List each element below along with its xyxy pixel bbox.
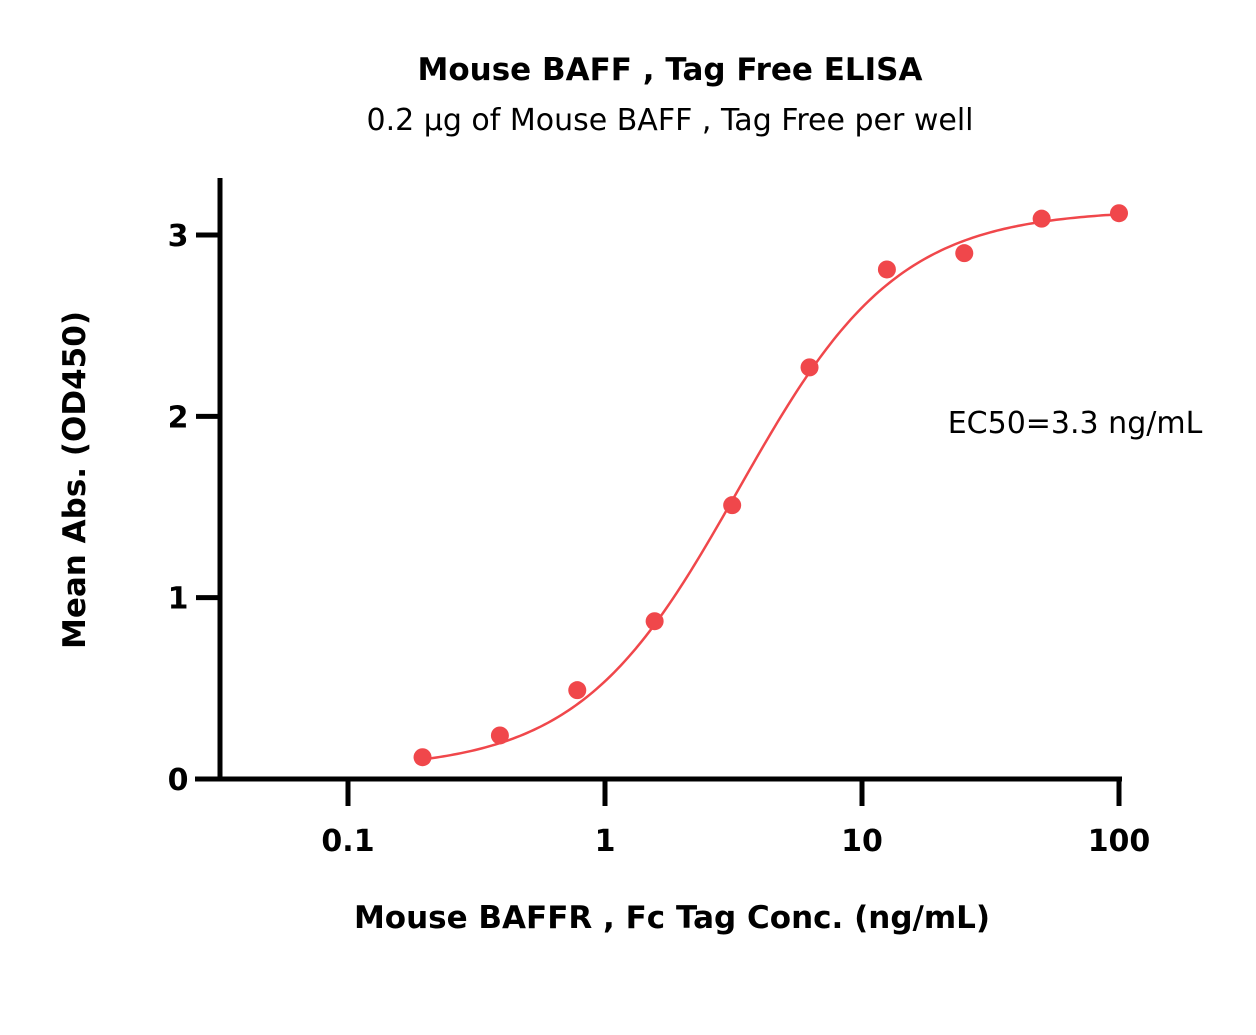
chart-title: Mouse BAFF , Tag Free ELISA — [418, 52, 923, 88]
axes — [195, 178, 1122, 782]
data-point — [723, 496, 742, 515]
x-tick-label: 0.1 — [321, 824, 374, 859]
data-point — [490, 726, 509, 745]
data-point — [1110, 204, 1128, 223]
chart-subtitle: 0.2 µg of Mouse BAFF , Tag Free per well — [366, 103, 973, 138]
data-point — [955, 244, 974, 263]
y-tick-label: 0 — [168, 763, 189, 798]
data-point — [800, 358, 819, 377]
data-point — [413, 748, 432, 767]
y-tick-label: 3 — [168, 219, 189, 254]
x-tick-label: 1 — [595, 824, 616, 859]
ec50-annotation: EC50=3.3 ng/mL — [948, 406, 1203, 441]
x-axis-label: Mouse BAFFR , Fc Tag Conc. (ng/mL) — [354, 900, 990, 936]
y-tick-label: 1 — [168, 582, 189, 617]
y-tick-label: 2 — [168, 400, 189, 435]
data-point — [568, 681, 587, 700]
y-axis-label: Mean Abs. (OD450) — [57, 311, 93, 649]
x-tick-label: 10 — [841, 824, 883, 859]
x-ticks: 0.1 1 10 100 — [321, 779, 1150, 859]
data-point — [1032, 209, 1051, 228]
data-points — [413, 204, 1128, 767]
fit-curve — [422, 213, 1120, 761]
x-tick-label: 100 — [1088, 824, 1151, 859]
y-ticks: 0 1 2 3 — [168, 219, 220, 798]
data-point — [645, 612, 664, 631]
data-point — [877, 260, 896, 279]
